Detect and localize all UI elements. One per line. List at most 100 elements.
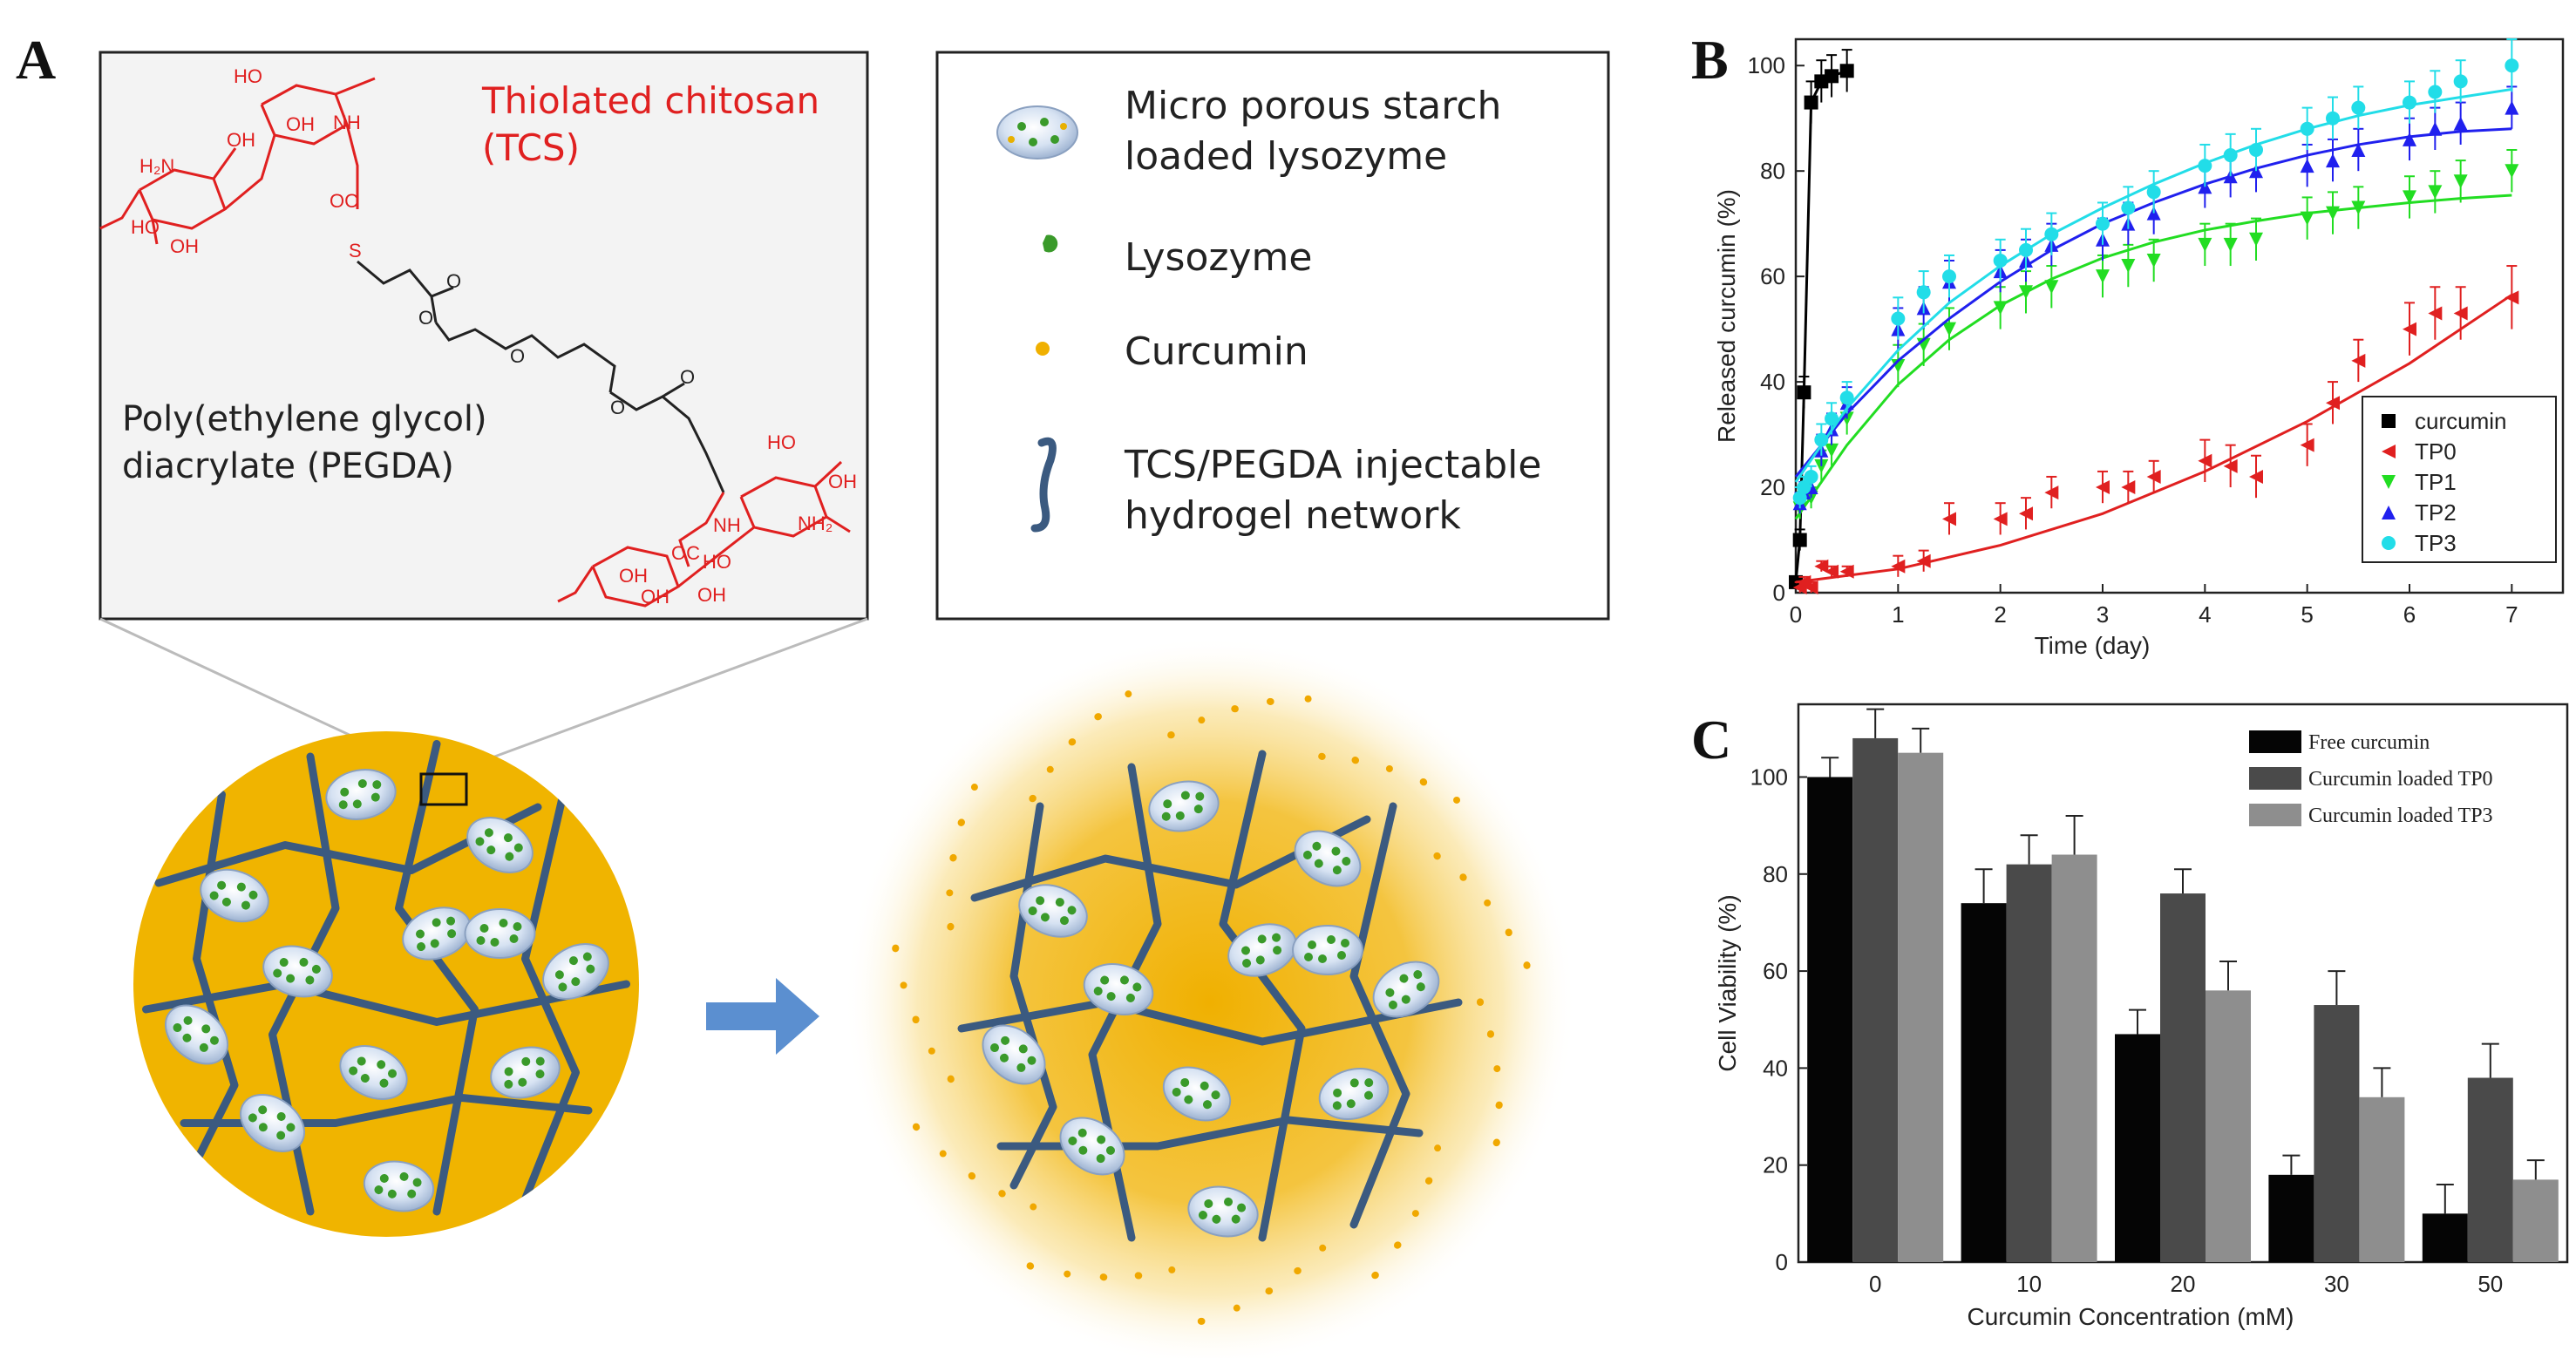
data-point-tp0 [2428,306,2443,321]
curcumin-particle [998,1190,1006,1198]
data-point-tp3 [2146,185,2161,200]
data-point-tp2 [2300,159,2314,173]
lysozyme-dot [1204,1198,1213,1208]
lysozyme-dot [1413,970,1423,980]
bar [2268,1174,2314,1262]
lysozyme-dot [1132,982,1142,992]
starch-particle [542,943,609,1000]
curcumin-particle [1459,873,1467,881]
network-strand [1219,750,1306,1242]
lysozyme-dot [1016,1063,1026,1072]
lysozyme-dot [1401,995,1410,1004]
lysozyme-dot [357,1056,366,1066]
lysozyme-dot [357,778,367,788]
data-point-curcumin [1792,533,1807,547]
lysozyme-dot [286,1123,296,1132]
starch-particle-icon [996,105,1078,160]
lysozyme-dot [568,956,578,966]
lysozyme-dot [1068,1136,1077,1145]
atom-oh-7: OH [697,584,726,606]
curcumin-particle [1266,697,1274,705]
data-point-tp1 [2121,259,2136,274]
lysozyme-dot [338,800,348,810]
lysozyme-dot [1212,1214,1221,1224]
data-point-curcumin [1804,95,1818,110]
lysozyme-dot [1333,1088,1342,1097]
lysozyme-dot [412,1178,422,1187]
lysozyme-dot [476,936,486,945]
atom-oh-5: OH [619,565,648,587]
curcumin-particle [1030,1203,1037,1211]
lysozyme-dot [340,787,350,797]
curcumin-particle [1385,764,1393,772]
lysozyme-dot [1180,791,1190,800]
data-point-tp3 [2223,148,2238,163]
lysozyme-dot [479,924,489,933]
starch-particle [466,817,534,873]
y-tick-label: 40 [1763,1055,1788,1081]
curcumin-particle [957,818,965,826]
lysozyme-dot [1224,1197,1234,1206]
data-point-tp0 [2096,480,2110,495]
curcumin-particle [1233,1304,1240,1312]
lysozyme-dot [486,845,496,855]
legend-swatch [2249,767,2301,790]
atom-o-2: O [446,270,461,292]
zoom-line-right [466,617,868,769]
data-point-tp3 [2300,121,2314,136]
bar [1852,737,1899,1262]
lysozyme-dot [286,974,296,983]
lysozyme-dot [509,934,519,943]
curcumin-particle [949,854,957,862]
atom-o-1: O [418,307,433,329]
curcumin-particle [1068,738,1076,746]
atom-oc-2: OC [671,542,700,564]
lysozyme-dot [504,1067,513,1076]
data-point-tp1 [2326,206,2340,221]
lysozyme-dot [374,1185,384,1195]
lysozyme-dot [999,1053,1009,1063]
chitosan-bottom-structure [557,460,851,608]
lysozyme-dot [1175,811,1185,820]
x-tick-label: 4 [2199,601,2211,628]
lysozyme-dot [1342,857,1351,866]
y-axis-label: Cell Viability (%) [1714,894,1741,1071]
data-point-tp0 [1814,559,1829,574]
atom-ho-4: HO [767,431,796,453]
hydrogel-sphere-loaded [133,731,639,1237]
atom-oc-1: OC [330,190,358,212]
data-point-curcumin [1797,385,1811,400]
curcumin-particle [1231,705,1239,713]
curcumin-particle [1394,1241,1402,1249]
lysozyme-dot [1255,955,1265,965]
panel-b: B 0 1 2 3 4 5 6 7 0 20 40 60 80 100 Time (day) Released… [1691,29,2565,659]
lysozyme-dot [582,952,592,961]
x-axis-label: Curcumin Concentration (mM) [1968,1303,2294,1330]
lysozyme-dot [399,1171,409,1181]
bar [1898,752,1944,1262]
y-tick-label: 80 [1760,158,1785,184]
lysozyme-dot [417,942,426,952]
series-tp0 [1792,265,2519,594]
bar [2467,1077,2513,1262]
curcumin-particle [1411,1210,1419,1218]
curcumin-particle [1100,1273,1108,1281]
lysozyme-dot [505,852,514,861]
data-point-tp2 [2403,132,2416,146]
lysozyme-icon [1043,234,1058,253]
atom-nh2: NH₂ [798,513,833,534]
pegda-label-line1: Poly(ethylene glycol) [122,399,487,439]
starch-particle [1148,780,1220,832]
lysozyme-dot [490,938,500,947]
lysozyme-dot [1027,1056,1037,1065]
starch-particle-body [464,908,536,959]
bar [2051,854,2097,1262]
starch-particle [240,1094,305,1152]
y-tick-label: 100 [1748,52,1785,78]
data-point-tp0 [1839,564,1854,579]
lysozyme-dot [554,970,564,980]
atom-ho-1: HO [131,216,160,238]
lysozyme-dot [1346,1099,1356,1109]
lysozyme-dot [1028,906,1037,915]
curcumin-particle [947,1076,955,1083]
